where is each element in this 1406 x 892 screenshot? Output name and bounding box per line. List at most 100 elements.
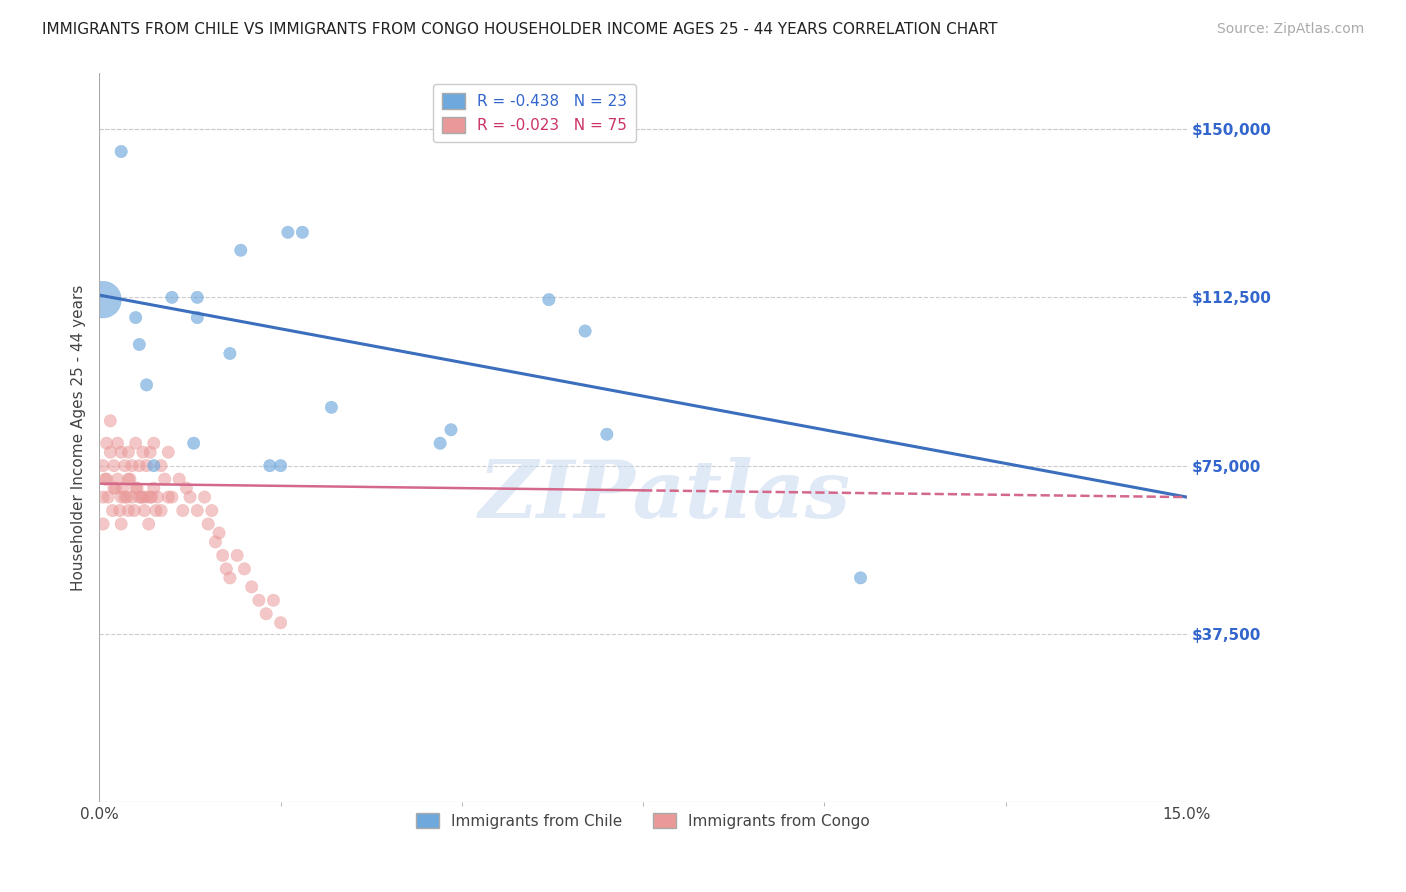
Point xyxy=(204,535,226,549)
Point xyxy=(103,458,125,473)
Text: ZIPatlas: ZIPatlas xyxy=(479,458,851,534)
Point xyxy=(145,503,167,517)
Point xyxy=(128,337,150,351)
Point xyxy=(849,571,872,585)
Point xyxy=(124,436,146,450)
Point xyxy=(121,458,143,473)
Point xyxy=(186,290,208,304)
Point xyxy=(596,427,619,442)
Point xyxy=(150,458,173,473)
Point xyxy=(91,293,114,307)
Point xyxy=(117,445,139,459)
Point xyxy=(150,503,173,517)
Point xyxy=(135,458,157,473)
Point xyxy=(157,445,180,459)
Point xyxy=(186,310,208,325)
Point xyxy=(114,490,136,504)
Point xyxy=(108,503,131,517)
Point xyxy=(111,481,134,495)
Point xyxy=(134,503,156,517)
Point xyxy=(122,503,145,517)
Point xyxy=(115,490,138,504)
Point xyxy=(98,414,121,428)
Point xyxy=(247,593,270,607)
Point xyxy=(138,516,160,531)
Point xyxy=(94,472,117,486)
Point xyxy=(429,436,451,450)
Point xyxy=(117,503,139,517)
Point xyxy=(201,503,224,517)
Point xyxy=(270,458,292,473)
Point xyxy=(176,481,198,495)
Point xyxy=(104,481,127,495)
Point xyxy=(96,472,118,486)
Point xyxy=(215,562,238,576)
Point xyxy=(114,458,136,473)
Point xyxy=(277,225,299,239)
Point xyxy=(107,472,129,486)
Point xyxy=(179,490,201,504)
Point xyxy=(91,458,114,473)
Point xyxy=(160,290,183,304)
Point xyxy=(186,503,208,517)
Point xyxy=(321,401,343,415)
Point xyxy=(121,490,143,504)
Point xyxy=(167,472,190,486)
Point xyxy=(107,436,129,450)
Point xyxy=(219,346,242,360)
Point xyxy=(440,423,463,437)
Point xyxy=(142,481,165,495)
Point xyxy=(219,571,242,585)
Point xyxy=(117,472,139,486)
Point xyxy=(537,293,560,307)
Point xyxy=(262,593,284,607)
Point xyxy=(131,490,153,504)
Point xyxy=(139,490,162,504)
Point xyxy=(259,458,281,473)
Point xyxy=(141,490,163,504)
Y-axis label: Householder Income Ages 25 - 44 years: Householder Income Ages 25 - 44 years xyxy=(72,285,86,591)
Point xyxy=(132,445,155,459)
Point xyxy=(124,481,146,495)
Point xyxy=(211,549,233,563)
Point xyxy=(103,481,125,495)
Point xyxy=(197,516,219,531)
Point xyxy=(91,516,114,531)
Legend: Immigrants from Chile, Immigrants from Congo: Immigrants from Chile, Immigrants from C… xyxy=(411,806,876,835)
Point xyxy=(118,472,141,486)
Point xyxy=(135,490,157,504)
Point xyxy=(193,490,215,504)
Text: IMMIGRANTS FROM CHILE VS IMMIGRANTS FROM CONGO HOUSEHOLDER INCOME AGES 25 - 44 Y: IMMIGRANTS FROM CHILE VS IMMIGRANTS FROM… xyxy=(42,22,998,37)
Point xyxy=(254,607,277,621)
Point xyxy=(135,377,157,392)
Point xyxy=(124,310,146,325)
Point xyxy=(240,580,263,594)
Point xyxy=(110,490,132,504)
Point xyxy=(233,562,256,576)
Point xyxy=(157,490,180,504)
Point xyxy=(226,549,249,563)
Point xyxy=(153,472,176,486)
Point xyxy=(98,445,121,459)
Point xyxy=(101,503,124,517)
Point xyxy=(160,490,183,504)
Point xyxy=(142,458,165,473)
Point xyxy=(139,445,162,459)
Point xyxy=(91,490,114,504)
Point xyxy=(183,436,205,450)
Point xyxy=(574,324,596,338)
Point xyxy=(110,145,132,159)
Point xyxy=(142,436,165,450)
Point xyxy=(110,445,132,459)
Point xyxy=(146,490,169,504)
Point xyxy=(132,490,155,504)
Point xyxy=(110,516,132,531)
Point xyxy=(291,225,314,239)
Point xyxy=(97,490,120,504)
Point xyxy=(96,436,118,450)
Point xyxy=(208,526,231,541)
Point xyxy=(128,490,150,504)
Point xyxy=(172,503,194,517)
Point xyxy=(229,244,252,258)
Point xyxy=(270,615,292,630)
